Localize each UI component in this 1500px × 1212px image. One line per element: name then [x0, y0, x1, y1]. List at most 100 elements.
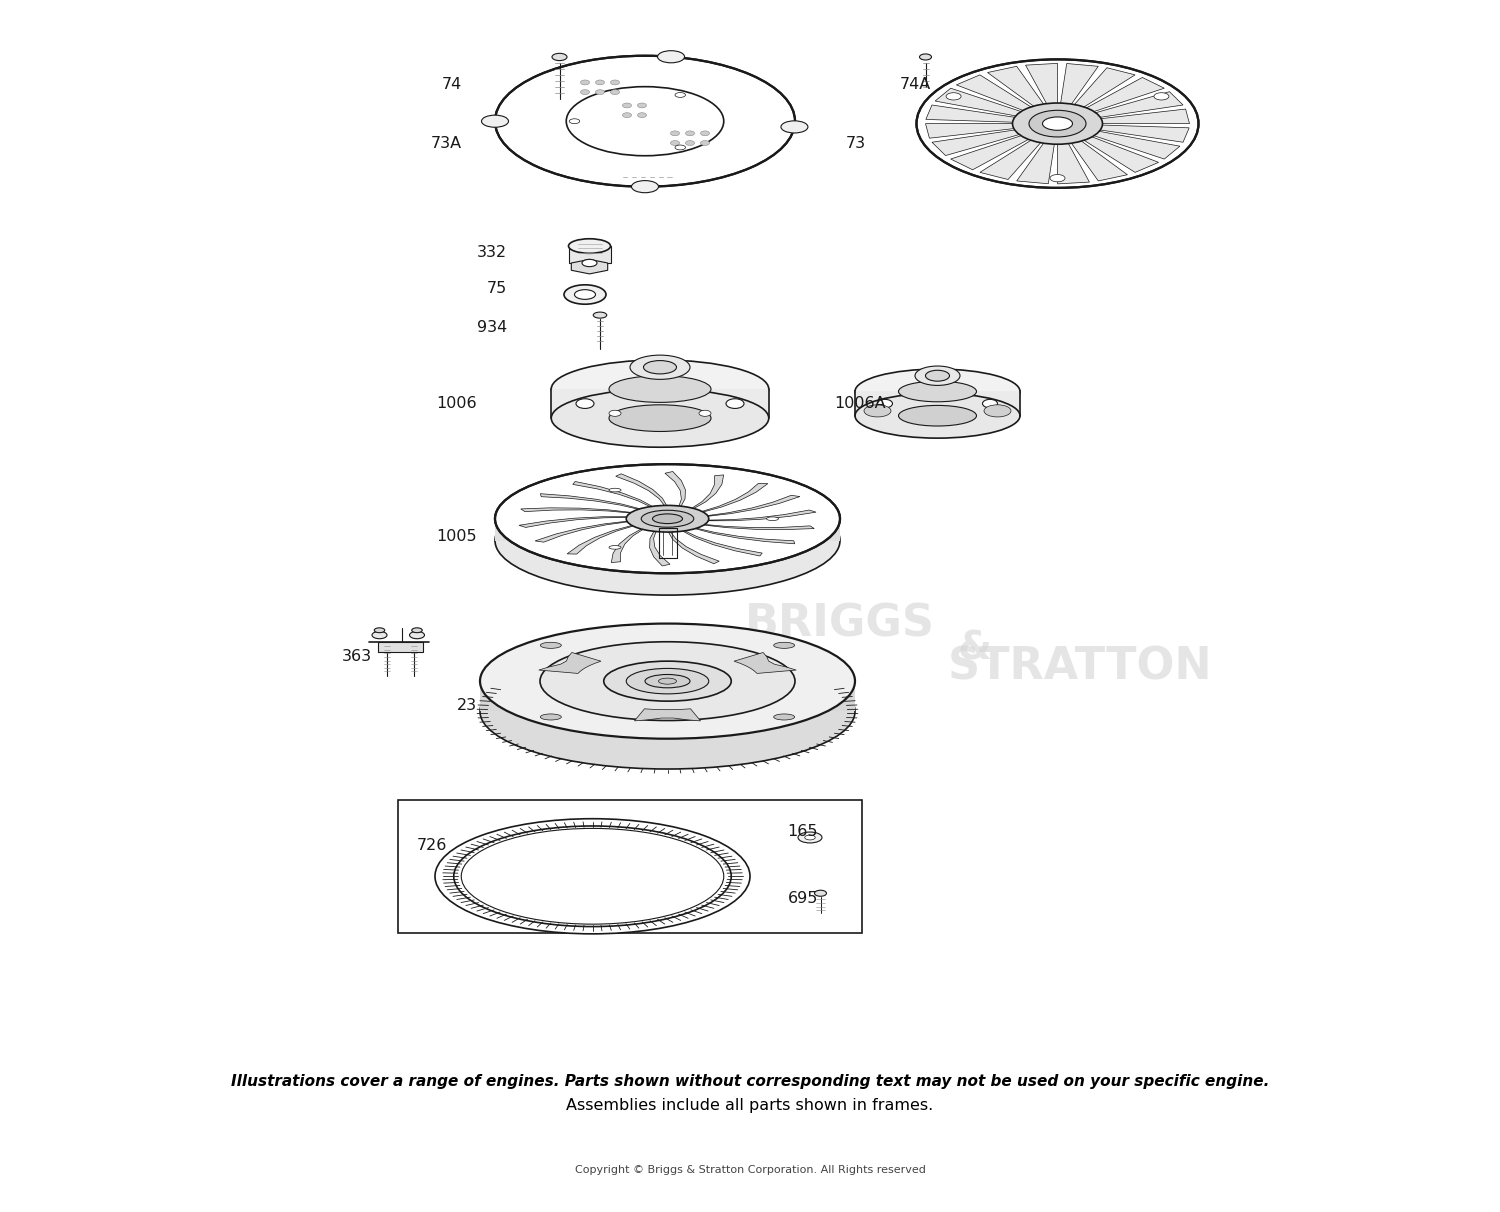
Polygon shape [573, 481, 654, 508]
Ellipse shape [1029, 110, 1086, 137]
Ellipse shape [658, 679, 676, 684]
Ellipse shape [609, 410, 621, 416]
Ellipse shape [574, 290, 596, 299]
Ellipse shape [495, 56, 795, 187]
Text: 695: 695 [788, 891, 818, 905]
Ellipse shape [878, 400, 892, 407]
Text: 74: 74 [441, 78, 462, 92]
Ellipse shape [926, 371, 950, 381]
Ellipse shape [610, 80, 620, 85]
Polygon shape [1084, 78, 1164, 113]
Text: BRIGGS: BRIGGS [746, 602, 934, 646]
Ellipse shape [552, 360, 768, 418]
Ellipse shape [576, 399, 594, 408]
Ellipse shape [855, 393, 1020, 439]
Ellipse shape [495, 486, 840, 595]
Ellipse shape [609, 405, 711, 431]
Polygon shape [1058, 142, 1089, 184]
Ellipse shape [410, 631, 424, 639]
Ellipse shape [480, 623, 855, 738]
Polygon shape [612, 527, 645, 562]
Ellipse shape [652, 514, 682, 524]
Text: 332: 332 [477, 245, 507, 259]
Polygon shape [1092, 131, 1180, 159]
Polygon shape [734, 652, 796, 674]
Ellipse shape [552, 389, 768, 447]
Polygon shape [926, 124, 1017, 138]
Polygon shape [650, 530, 670, 566]
Text: STRATTON: STRATTON [948, 645, 1212, 688]
Ellipse shape [642, 510, 693, 527]
Ellipse shape [657, 51, 684, 63]
Ellipse shape [580, 80, 590, 85]
Ellipse shape [1013, 103, 1102, 144]
Text: 75: 75 [486, 281, 507, 296]
Ellipse shape [567, 87, 723, 155]
Text: 1006A: 1006A [834, 396, 885, 411]
Ellipse shape [372, 631, 387, 639]
Polygon shape [1060, 63, 1098, 105]
Ellipse shape [610, 90, 620, 95]
Ellipse shape [580, 90, 590, 95]
Ellipse shape [804, 835, 816, 840]
Ellipse shape [864, 405, 891, 417]
Polygon shape [934, 88, 1023, 116]
Polygon shape [634, 709, 700, 721]
Polygon shape [692, 527, 795, 544]
Polygon shape [1098, 125, 1190, 142]
Ellipse shape [686, 131, 694, 136]
Polygon shape [926, 105, 1017, 122]
Ellipse shape [815, 890, 827, 896]
Ellipse shape [540, 641, 795, 720]
Ellipse shape [670, 131, 680, 136]
Polygon shape [552, 389, 768, 418]
Polygon shape [699, 484, 768, 513]
Ellipse shape [596, 90, 604, 95]
Text: 74A: 74A [900, 78, 932, 92]
Polygon shape [1071, 139, 1128, 181]
Ellipse shape [774, 714, 795, 720]
Ellipse shape [582, 259, 597, 267]
Polygon shape [536, 521, 632, 542]
Ellipse shape [603, 662, 732, 701]
Ellipse shape [592, 313, 606, 319]
Ellipse shape [984, 405, 1011, 417]
Ellipse shape [609, 376, 711, 402]
Polygon shape [704, 496, 800, 516]
Polygon shape [616, 474, 668, 507]
Ellipse shape [482, 115, 508, 127]
Polygon shape [1017, 142, 1054, 184]
Text: 934: 934 [477, 320, 507, 335]
Ellipse shape [645, 674, 690, 688]
Ellipse shape [675, 92, 686, 97]
Ellipse shape [375, 628, 384, 633]
Ellipse shape [552, 53, 567, 61]
Ellipse shape [622, 103, 632, 108]
Polygon shape [690, 475, 723, 510]
Ellipse shape [855, 368, 1020, 415]
Ellipse shape [480, 654, 855, 770]
Ellipse shape [920, 53, 932, 59]
Ellipse shape [1154, 93, 1168, 101]
Ellipse shape [726, 399, 744, 408]
Ellipse shape [1050, 175, 1065, 182]
Ellipse shape [644, 360, 676, 373]
Polygon shape [568, 246, 610, 263]
Polygon shape [1094, 92, 1184, 118]
Ellipse shape [495, 464, 840, 573]
Text: 1006: 1006 [436, 396, 477, 411]
Polygon shape [987, 67, 1044, 108]
Ellipse shape [627, 505, 708, 532]
Polygon shape [1072, 68, 1136, 108]
Polygon shape [700, 524, 814, 530]
Ellipse shape [564, 285, 606, 304]
Text: 73: 73 [846, 136, 865, 150]
Ellipse shape [630, 355, 690, 379]
Ellipse shape [540, 642, 561, 648]
Ellipse shape [898, 405, 977, 427]
Ellipse shape [700, 141, 709, 145]
Polygon shape [664, 471, 686, 508]
Ellipse shape [609, 488, 621, 492]
Text: 73A: 73A [430, 136, 462, 150]
Polygon shape [1082, 136, 1158, 172]
